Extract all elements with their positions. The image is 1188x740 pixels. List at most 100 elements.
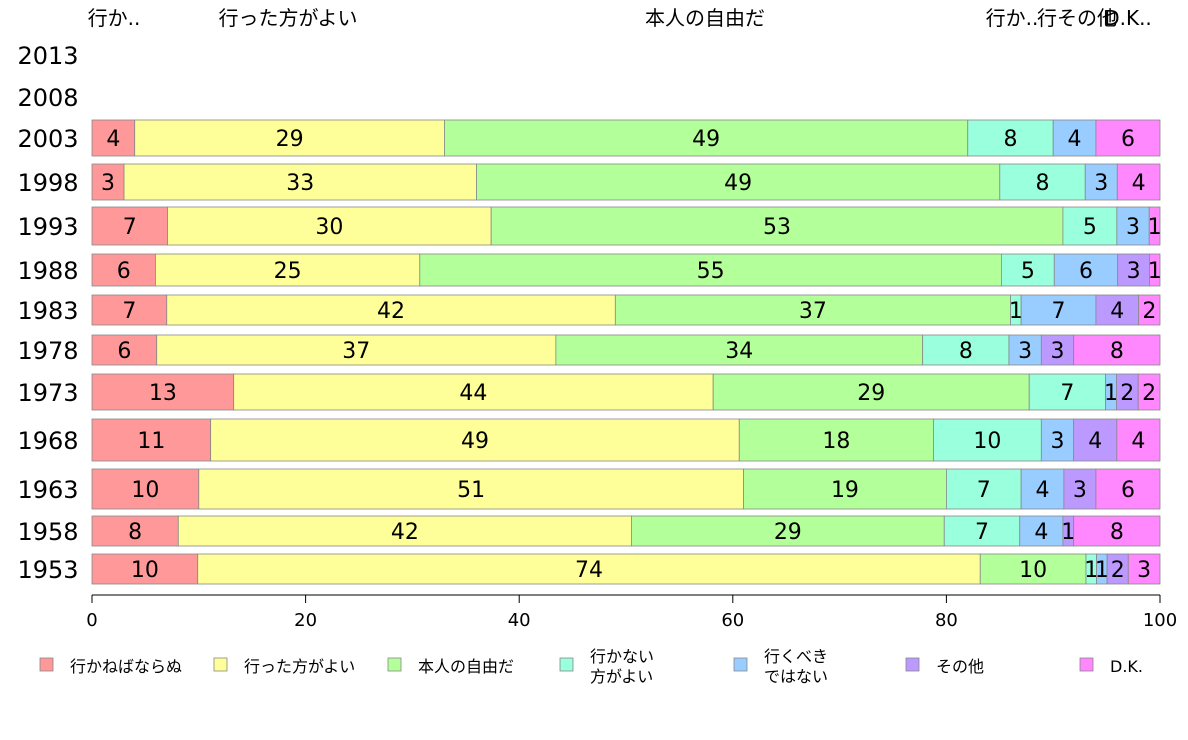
bar-segment: [156, 334, 557, 366]
data-label: 8: [1110, 520, 1124, 545]
data-label: 49: [724, 171, 752, 196]
data-label: 6: [1121, 127, 1135, 152]
legend-label: 行かない方がよい: [590, 647, 654, 686]
legend-swatch: [1079, 657, 1094, 672]
data-label: 42: [391, 520, 419, 545]
data-label: 4: [1088, 429, 1102, 454]
bar-segment: [91, 253, 156, 287]
data-label: 18: [822, 429, 850, 454]
data-label: 7: [975, 520, 989, 545]
legend-label: D.K.: [1110, 657, 1143, 676]
bar-segment: [1073, 418, 1118, 462]
bar-segment: [197, 553, 981, 585]
bar-segment: [123, 163, 477, 201]
x-tick-label: 100: [1143, 610, 1177, 631]
legend-label: その他: [936, 657, 984, 676]
data-label: 3: [1127, 259, 1141, 284]
year-label: 1973: [17, 379, 78, 407]
year-label: 1988: [17, 257, 78, 285]
bar-segment: [743, 468, 947, 510]
bar-segment: [1028, 373, 1106, 411]
bar-segment: [933, 418, 1042, 462]
data-label: 3: [1018, 339, 1032, 364]
data-label: 29: [857, 381, 885, 406]
bar-segment: [979, 553, 1087, 585]
data-label: 29: [774, 520, 802, 545]
data-label: 37: [342, 339, 370, 364]
data-label: 6: [117, 259, 131, 284]
bar-segment: [1063, 468, 1097, 510]
data-label: 30: [315, 215, 343, 240]
data-label: 3: [1094, 171, 1108, 196]
data-label: 55: [697, 259, 725, 284]
top-label: 行か..: [986, 6, 1039, 30]
data-label: 10: [1019, 558, 1047, 583]
bar-segment: [1116, 163, 1161, 201]
data-label: 19: [831, 478, 859, 503]
data-label: 3: [1126, 215, 1140, 240]
data-label: 42: [377, 299, 405, 324]
year-label: 1968: [17, 427, 78, 455]
data-label: 1: [1095, 558, 1109, 583]
data-label: 4: [1132, 171, 1146, 196]
data-label: 1: [1009, 299, 1023, 324]
data-label: 49: [692, 127, 720, 152]
legend-swatch: [387, 657, 402, 672]
data-label: 8: [128, 520, 142, 545]
data-label: 5: [1083, 215, 1097, 240]
bar-segment: [712, 373, 1030, 411]
year-label: 2003: [17, 125, 78, 153]
data-label: 74: [575, 558, 603, 583]
bar-segment: [1062, 206, 1118, 246]
data-label: 29: [276, 127, 304, 152]
data-label: 4: [1034, 520, 1048, 545]
bar-segment: [943, 515, 1021, 547]
bar-segment: [1117, 253, 1150, 287]
legend-label: 行った方がよい: [244, 657, 355, 676]
bar-segment: [1052, 119, 1097, 157]
legend-swatch: [39, 657, 54, 672]
bar-segment: [1095, 468, 1161, 510]
data-label: 25: [274, 259, 302, 284]
data-label: 44: [459, 381, 487, 406]
data-label: 3: [1137, 558, 1151, 583]
data-label: 3: [101, 171, 115, 196]
bar-segment: [1019, 515, 1064, 547]
year-label: 2013: [17, 42, 78, 70]
legend-swatch: [559, 657, 574, 672]
bar-segment: [167, 206, 492, 246]
bar-segment: [476, 163, 1001, 201]
data-label: 51: [457, 478, 485, 503]
data-label: 3: [1051, 339, 1065, 364]
bar-segment: [419, 253, 1002, 287]
data-label: 8: [1036, 171, 1050, 196]
data-label: 4: [1068, 127, 1082, 152]
bar-segment: [444, 119, 969, 157]
bar-segment: [91, 468, 200, 510]
bar-segment: [946, 468, 1022, 510]
data-label: 11: [137, 429, 165, 454]
data-label: 8: [1003, 127, 1017, 152]
data-label: 37: [799, 299, 827, 324]
bar-segment: [1040, 418, 1075, 462]
data-label: 49: [461, 429, 489, 454]
bar-segment: [999, 163, 1086, 201]
data-label: 6: [1079, 259, 1093, 284]
bar-segment: [1073, 334, 1161, 366]
data-label: 3: [1051, 429, 1065, 454]
year-label: 2008: [17, 84, 78, 112]
bar-segment: [1040, 334, 1075, 366]
legend-label: 本人の自由だ: [418, 657, 514, 676]
data-label: 7: [977, 478, 991, 503]
data-label: 3: [1073, 478, 1087, 503]
year-label: 1998: [17, 169, 78, 197]
year-label: 1953: [17, 556, 78, 584]
x-tick-label: 0: [86, 610, 97, 631]
data-label: 1: [1061, 520, 1075, 545]
data-label: 7: [123, 215, 137, 240]
legend-label: 行くべきではない: [764, 647, 828, 686]
data-label: 1: [1148, 215, 1162, 240]
bar-segment: [134, 119, 445, 157]
bar-segment: [155, 253, 421, 287]
data-label: 8: [959, 339, 973, 364]
